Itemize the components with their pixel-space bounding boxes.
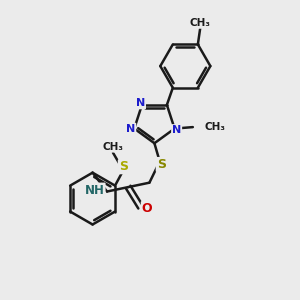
Text: S: S: [157, 158, 166, 171]
Text: CH₃: CH₃: [204, 122, 225, 132]
Text: CH₃: CH₃: [190, 18, 211, 28]
Text: O: O: [142, 202, 152, 215]
Text: N: N: [126, 124, 135, 134]
Text: CH₃: CH₃: [103, 142, 124, 152]
Text: S: S: [119, 160, 128, 173]
Text: N: N: [172, 125, 181, 135]
Text: NH: NH: [85, 184, 105, 196]
Text: N: N: [136, 98, 145, 108]
